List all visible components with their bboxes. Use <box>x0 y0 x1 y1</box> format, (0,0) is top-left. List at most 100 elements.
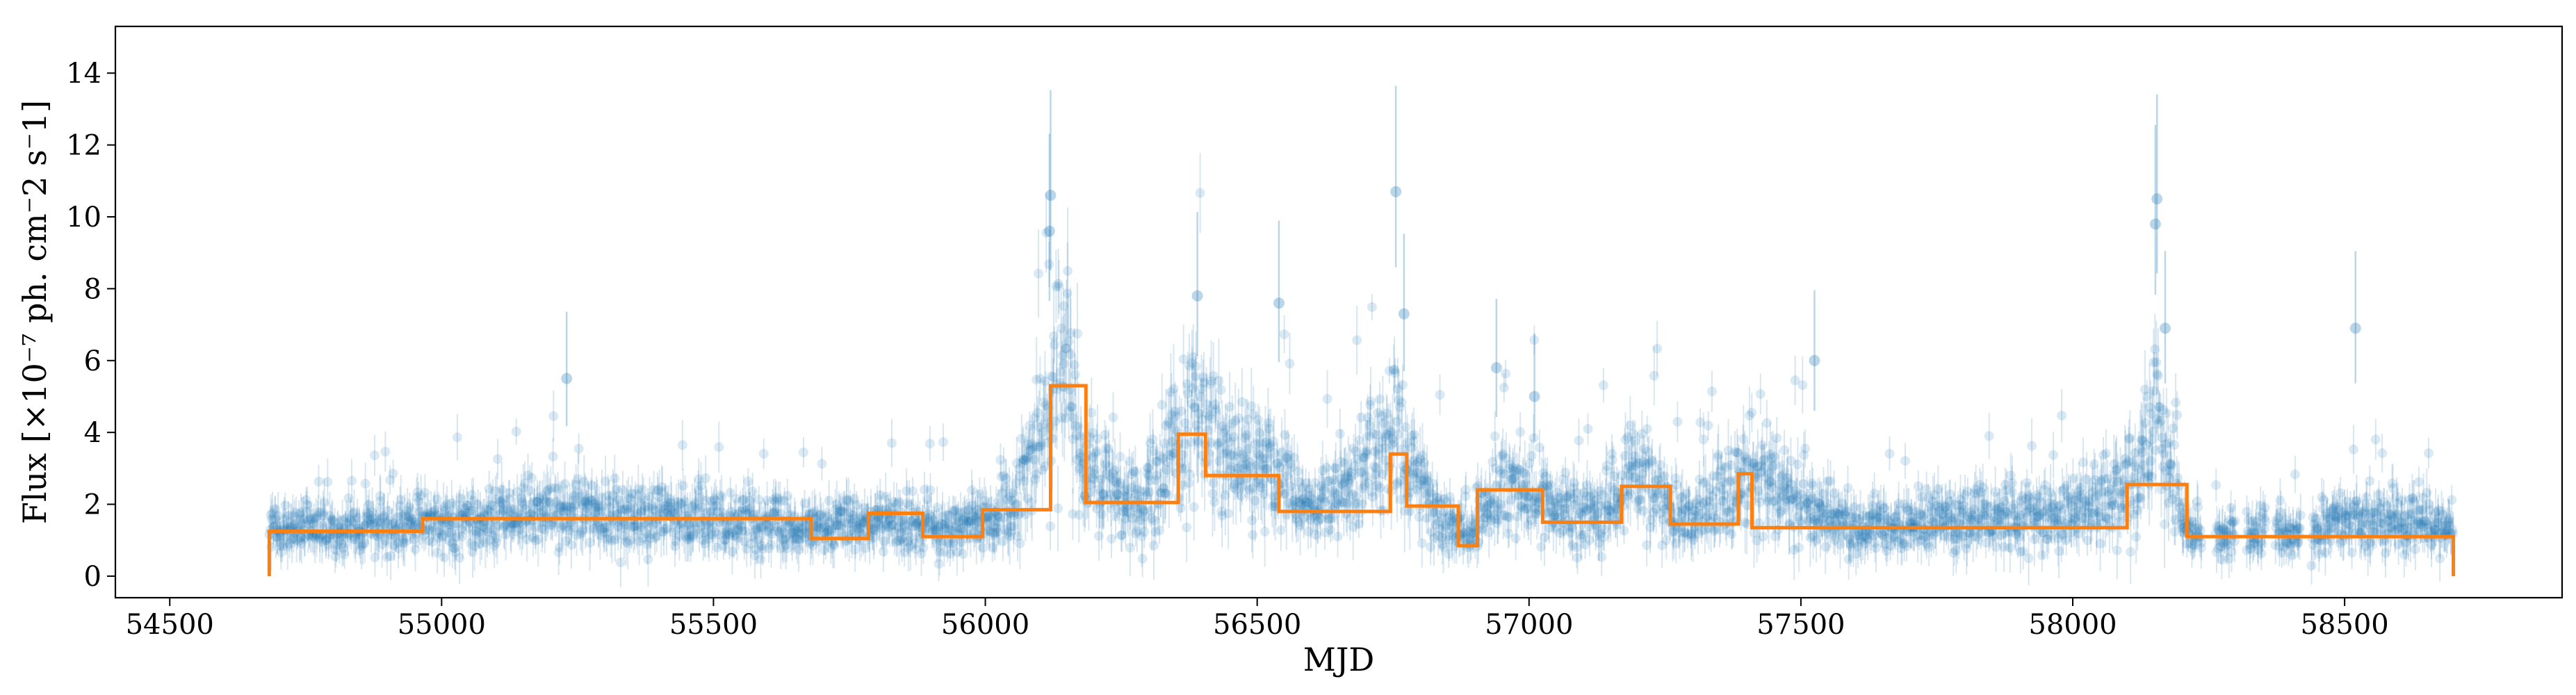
flux-point <box>770 507 781 517</box>
flux-point <box>631 521 642 531</box>
flux-point <box>708 501 719 512</box>
flux-point <box>384 515 395 525</box>
flux-point <box>1216 384 1226 395</box>
flux-point <box>301 495 311 505</box>
flux-point <box>597 492 608 502</box>
flux-point <box>348 509 358 519</box>
flux-point <box>432 494 442 505</box>
flux-point <box>375 496 386 506</box>
flux-point <box>732 525 742 535</box>
flux-point <box>615 504 626 514</box>
flux-point <box>713 530 724 540</box>
flux-point <box>295 535 305 546</box>
flux-point <box>696 521 707 531</box>
flux-point <box>776 509 786 519</box>
flux-point <box>462 500 473 511</box>
flux-point <box>1279 329 1289 340</box>
flux-point <box>360 478 370 489</box>
flux-point <box>649 484 659 495</box>
flux-point <box>577 500 587 510</box>
flux-point <box>434 525 445 535</box>
flux-point <box>330 551 341 562</box>
flux-point <box>691 503 701 514</box>
flux-point <box>542 486 553 496</box>
flux-point <box>405 502 415 512</box>
flux-point <box>675 523 685 533</box>
flux-point <box>411 492 422 502</box>
flux-point <box>562 505 573 515</box>
flux-point <box>550 482 560 493</box>
flux-point <box>418 530 429 541</box>
flux-point <box>519 478 530 489</box>
flux-point <box>663 501 674 512</box>
flux-point <box>369 450 380 461</box>
flux-point <box>492 532 503 543</box>
flux-point <box>747 532 758 542</box>
flux-point <box>1115 452 1125 462</box>
flux-point <box>339 549 350 559</box>
flux-point <box>638 493 649 504</box>
flux-point <box>660 500 671 511</box>
flux-point <box>1738 434 1749 444</box>
flux-point <box>494 520 504 530</box>
flux-point <box>667 507 677 518</box>
flux-point <box>637 484 648 495</box>
flux-point <box>454 508 464 518</box>
flux-point <box>1526 450 1537 461</box>
flux-point <box>582 502 592 513</box>
flux-point <box>685 534 695 544</box>
flux-point <box>587 480 597 491</box>
flux-point <box>270 532 281 543</box>
flux-point <box>440 505 450 516</box>
flux-point <box>500 530 511 540</box>
flux-point <box>740 526 751 537</box>
flux-point <box>556 501 566 512</box>
flux-point <box>1045 521 1056 532</box>
flux-point <box>539 493 549 504</box>
flux-point <box>548 505 559 516</box>
flux-point <box>555 502 565 513</box>
flux-point <box>601 523 611 533</box>
flux-point <box>368 518 379 528</box>
flux-point <box>575 491 585 502</box>
flux-point <box>371 514 382 525</box>
flux-point <box>680 496 690 507</box>
flux-point <box>1672 416 1683 427</box>
flux-point <box>546 519 556 530</box>
flux-point <box>368 513 378 523</box>
flux-point <box>744 508 754 518</box>
flux-point <box>1800 443 1811 454</box>
flux-point <box>735 521 746 532</box>
flux-point <box>557 521 567 531</box>
flux-point <box>755 522 765 532</box>
flux-point <box>768 509 778 519</box>
flux-point <box>1501 368 1511 379</box>
flux-point <box>686 524 696 534</box>
flux-point <box>739 536 749 546</box>
flux-point <box>380 536 391 546</box>
flux-point <box>724 530 735 540</box>
flux-point <box>1086 407 1097 418</box>
flux-point <box>1073 329 1083 339</box>
flux-point <box>286 521 296 531</box>
flux-point <box>513 518 523 529</box>
flux-point <box>776 543 786 554</box>
flux-point <box>605 534 616 544</box>
flux-point <box>585 524 596 534</box>
flux-point <box>601 476 611 486</box>
flux-point <box>528 532 539 543</box>
flux-point <box>453 518 463 529</box>
flux-point <box>1184 469 1195 480</box>
flux-point <box>752 534 763 545</box>
flux-point <box>276 538 286 548</box>
flux-point <box>1184 478 1194 489</box>
flux-point <box>586 496 596 506</box>
flux-point <box>692 524 702 534</box>
flux-point <box>652 485 662 496</box>
flux-point <box>416 491 426 501</box>
flux-point <box>1125 543 1135 553</box>
flux-point <box>273 511 284 521</box>
flux-point <box>605 502 615 513</box>
flux-point <box>471 525 481 536</box>
flux-point <box>347 475 357 486</box>
